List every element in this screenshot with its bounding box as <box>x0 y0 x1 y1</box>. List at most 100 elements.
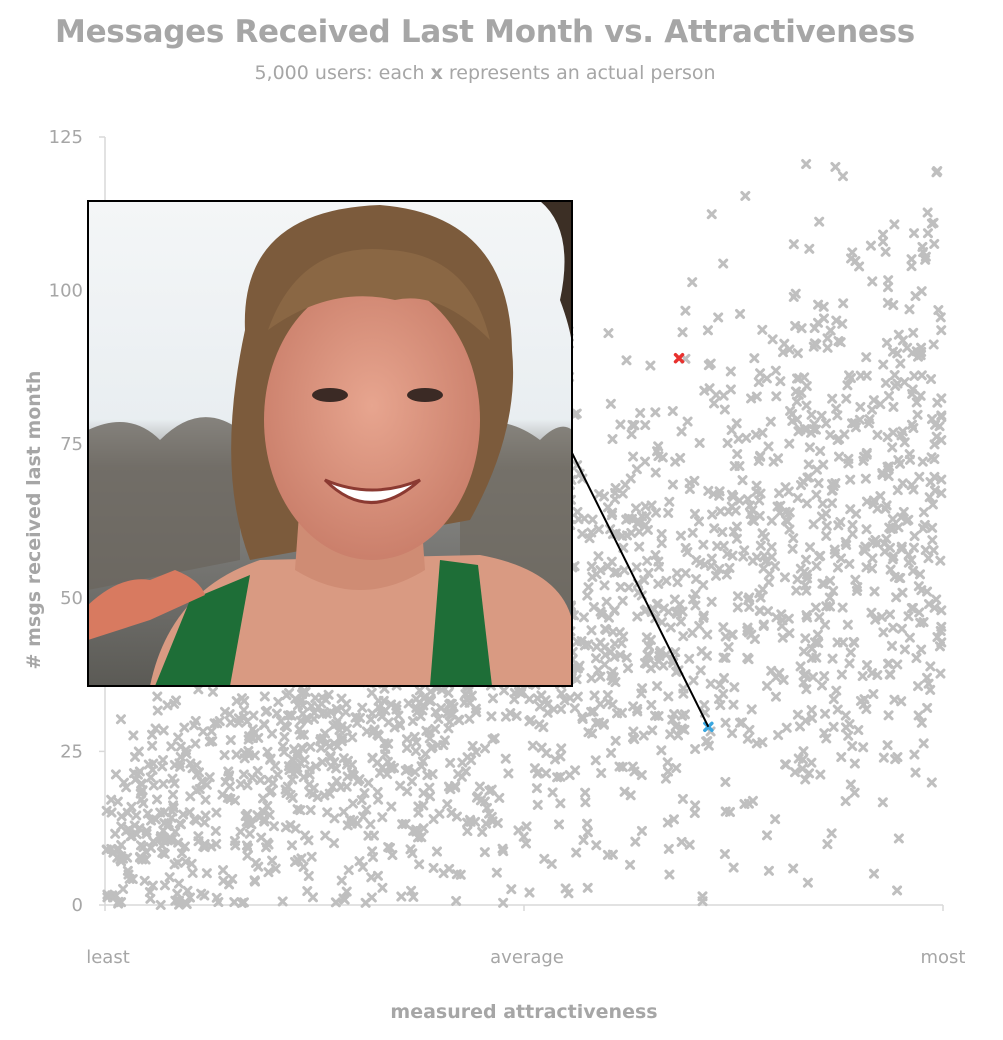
scatter-point <box>586 561 597 572</box>
scatter-point <box>189 720 200 731</box>
scatter-point <box>746 704 757 715</box>
scatter-point <box>128 768 139 779</box>
scatter-point <box>380 705 391 716</box>
scatter-point <box>641 511 652 522</box>
scatter-point <box>268 778 279 789</box>
scatter-point <box>920 251 931 262</box>
scatter-point <box>262 705 273 716</box>
scatter-point <box>286 710 297 721</box>
scatter-point <box>336 736 347 747</box>
scatter-point <box>586 625 597 636</box>
scatter-point <box>828 585 839 596</box>
scatter-point <box>532 768 543 779</box>
scatter-point <box>363 777 374 788</box>
scatter-point <box>620 479 631 490</box>
scatter-point <box>360 897 371 908</box>
scatter-point <box>724 562 735 573</box>
scatter-point <box>442 799 453 810</box>
scatter-point <box>631 464 642 475</box>
scatter-point <box>882 282 893 293</box>
scatter-point <box>656 617 667 628</box>
scatter-point <box>835 516 846 527</box>
scatter-point <box>112 796 123 807</box>
scatter-point <box>878 359 889 370</box>
scatter-point <box>190 738 201 749</box>
scatter-point <box>524 716 535 727</box>
scatter-point <box>698 612 709 623</box>
scatter-point <box>414 697 425 708</box>
scatter-point <box>892 348 903 359</box>
scatter-point <box>791 396 802 407</box>
scatter-point <box>444 716 455 727</box>
scatter-point <box>718 258 729 269</box>
scatter-point <box>603 697 614 708</box>
scatter-point <box>806 427 817 438</box>
scatter-point <box>822 333 833 344</box>
scatter-point <box>428 862 439 873</box>
scatter-point <box>327 781 338 792</box>
scatter-point <box>899 644 910 655</box>
scatter-point <box>201 868 212 879</box>
scatter-point <box>662 817 673 828</box>
scatter-point <box>734 495 745 506</box>
scatter-point <box>588 602 599 613</box>
scatter-point <box>788 863 799 874</box>
scatter-point <box>389 722 400 733</box>
scatter-point <box>809 338 820 349</box>
scatter-point <box>632 518 643 529</box>
scatter-point <box>325 751 336 762</box>
scatter-point <box>366 687 377 698</box>
scatter-point <box>386 801 397 812</box>
scatter-point <box>933 305 944 316</box>
subtitle-x: x <box>430 62 443 84</box>
scatter-point <box>717 527 728 538</box>
scatter-point <box>136 794 147 805</box>
scatter-point <box>357 702 368 713</box>
scatter-point <box>173 837 184 848</box>
scatter-point <box>265 754 276 765</box>
scatter-point <box>828 694 839 705</box>
scatter-point <box>583 582 594 593</box>
scatter-point <box>936 605 947 616</box>
scatter-point <box>102 892 113 903</box>
scatter-point <box>401 734 412 745</box>
scatter-point <box>744 724 755 735</box>
scatter-point <box>867 537 878 548</box>
scatter-point <box>904 632 915 643</box>
scatter-point <box>757 324 768 335</box>
scatter-point <box>854 261 865 272</box>
scatter-point <box>582 827 593 838</box>
scatter-point <box>521 821 532 832</box>
inset-photo-frame <box>87 200 573 687</box>
scatter-point <box>797 754 808 765</box>
scatter-point <box>621 355 632 366</box>
scatter-point <box>619 565 630 576</box>
scatter-point <box>159 880 170 891</box>
scatter-point <box>742 733 753 744</box>
scatter-point <box>650 467 661 478</box>
scatter-point <box>888 401 899 412</box>
scatter-point <box>555 751 566 762</box>
scatter-point <box>935 312 946 323</box>
scatter-point <box>706 596 717 607</box>
scatter-point <box>200 794 211 805</box>
scatter-point <box>606 556 617 567</box>
scatter-point <box>909 531 920 542</box>
scatter-point <box>912 409 923 420</box>
scatter-point <box>142 808 153 819</box>
scatter-point <box>157 761 168 772</box>
scatter-point <box>770 365 781 376</box>
scatter-point <box>173 732 184 743</box>
y-tick-label: 75 <box>60 434 83 455</box>
scatter-point <box>413 832 424 843</box>
scatter-point <box>646 699 657 710</box>
scatter-point <box>467 740 478 751</box>
scatter-point <box>444 699 455 710</box>
y-axis-title: # msgs received last month <box>23 371 45 670</box>
scatter-point <box>250 857 261 868</box>
scatter-point <box>826 828 837 839</box>
scatter-point <box>808 672 819 683</box>
scatter-point <box>219 750 230 761</box>
scatter-point <box>546 858 557 869</box>
scatter-point <box>883 710 894 721</box>
